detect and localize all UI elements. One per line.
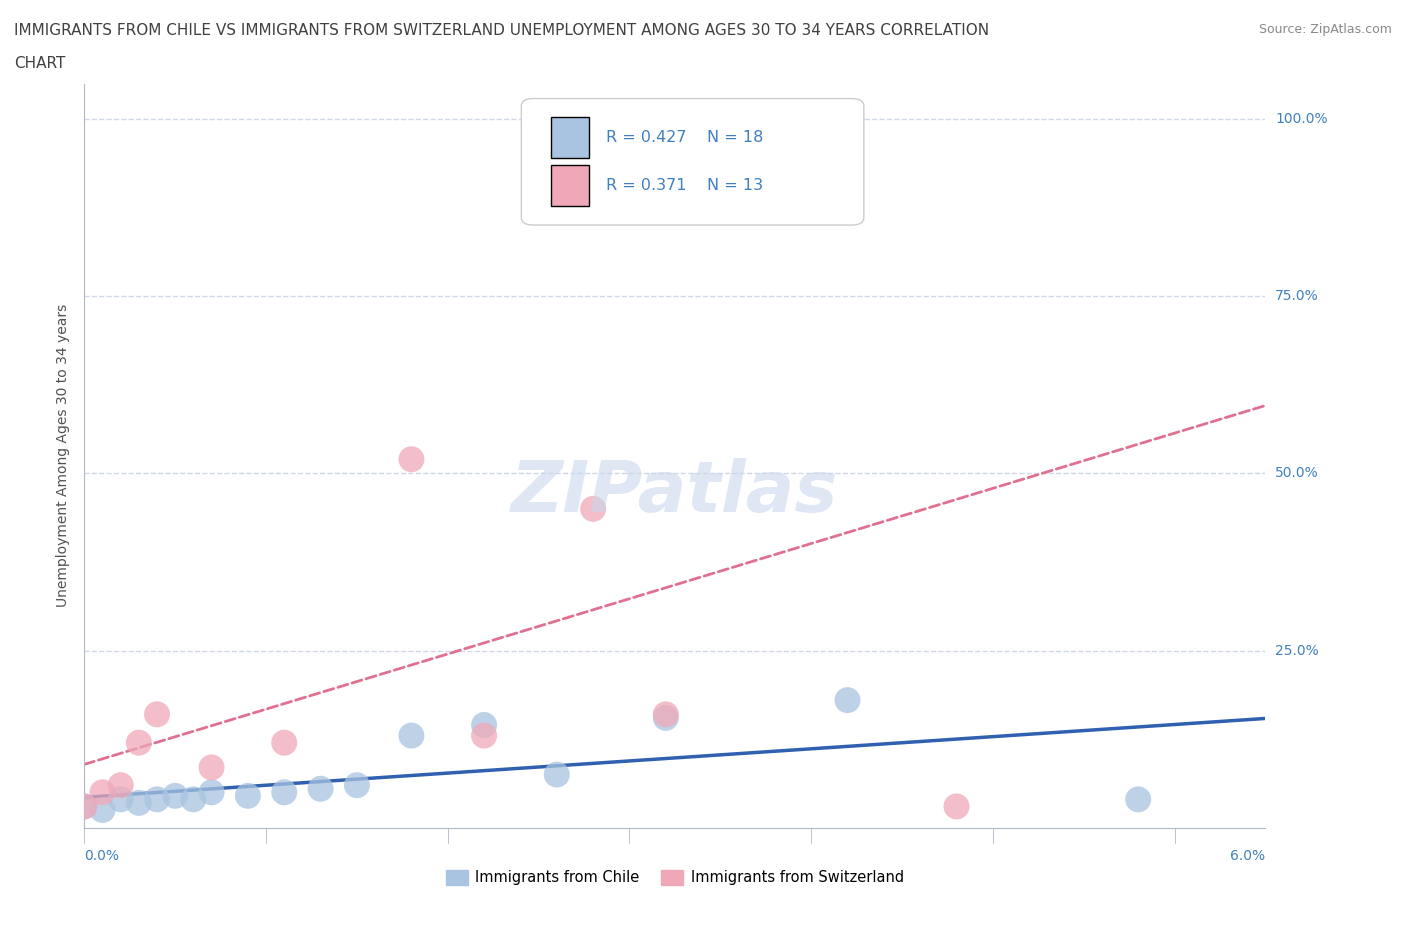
Text: ZIPatlas: ZIPatlas <box>512 458 838 527</box>
Point <box>110 792 132 807</box>
Point <box>146 707 169 722</box>
Point <box>200 785 222 800</box>
Text: 50.0%: 50.0% <box>1275 467 1319 481</box>
Point <box>73 799 96 814</box>
Point <box>582 501 605 516</box>
Point <box>110 777 132 792</box>
Point <box>837 693 859 708</box>
Point <box>128 795 150 810</box>
Text: 6.0%: 6.0% <box>1230 849 1265 863</box>
Point <box>655 711 678 725</box>
Point <box>146 792 169 807</box>
Point <box>165 789 187 804</box>
FancyBboxPatch shape <box>522 99 863 225</box>
Point <box>309 781 332 796</box>
Point <box>472 728 495 743</box>
Point <box>945 799 967 814</box>
FancyBboxPatch shape <box>551 117 589 158</box>
Text: 75.0%: 75.0% <box>1275 289 1319 303</box>
Point <box>800 161 823 176</box>
Point <box>236 789 259 804</box>
Point <box>128 736 150 751</box>
FancyBboxPatch shape <box>551 166 589 206</box>
Point <box>1128 792 1150 807</box>
Point <box>91 785 114 800</box>
Text: 100.0%: 100.0% <box>1275 113 1327 126</box>
Point <box>472 718 495 733</box>
Point <box>73 799 96 814</box>
Text: R = 0.427    N = 18: R = 0.427 N = 18 <box>606 130 763 145</box>
Text: Source: ZipAtlas.com: Source: ZipAtlas.com <box>1258 23 1392 36</box>
Y-axis label: Unemployment Among Ages 30 to 34 years: Unemployment Among Ages 30 to 34 years <box>56 304 70 607</box>
Point <box>401 452 423 467</box>
Point <box>273 736 295 751</box>
Legend: Immigrants from Chile, Immigrants from Switzerland: Immigrants from Chile, Immigrants from S… <box>440 864 910 891</box>
Text: 0.0%: 0.0% <box>84 849 120 863</box>
Point <box>183 792 205 807</box>
Text: IMMIGRANTS FROM CHILE VS IMMIGRANTS FROM SWITZERLAND UNEMPLOYMENT AMONG AGES 30 : IMMIGRANTS FROM CHILE VS IMMIGRANTS FROM… <box>14 23 990 38</box>
Text: R = 0.371    N = 13: R = 0.371 N = 13 <box>606 179 763 193</box>
Point <box>655 707 678 722</box>
Point <box>546 767 568 782</box>
Point <box>346 777 368 792</box>
Point <box>401 728 423 743</box>
Point <box>273 785 295 800</box>
Point <box>91 803 114 817</box>
Point <box>200 760 222 775</box>
Text: CHART: CHART <box>14 56 66 71</box>
Text: 25.0%: 25.0% <box>1275 644 1319 658</box>
